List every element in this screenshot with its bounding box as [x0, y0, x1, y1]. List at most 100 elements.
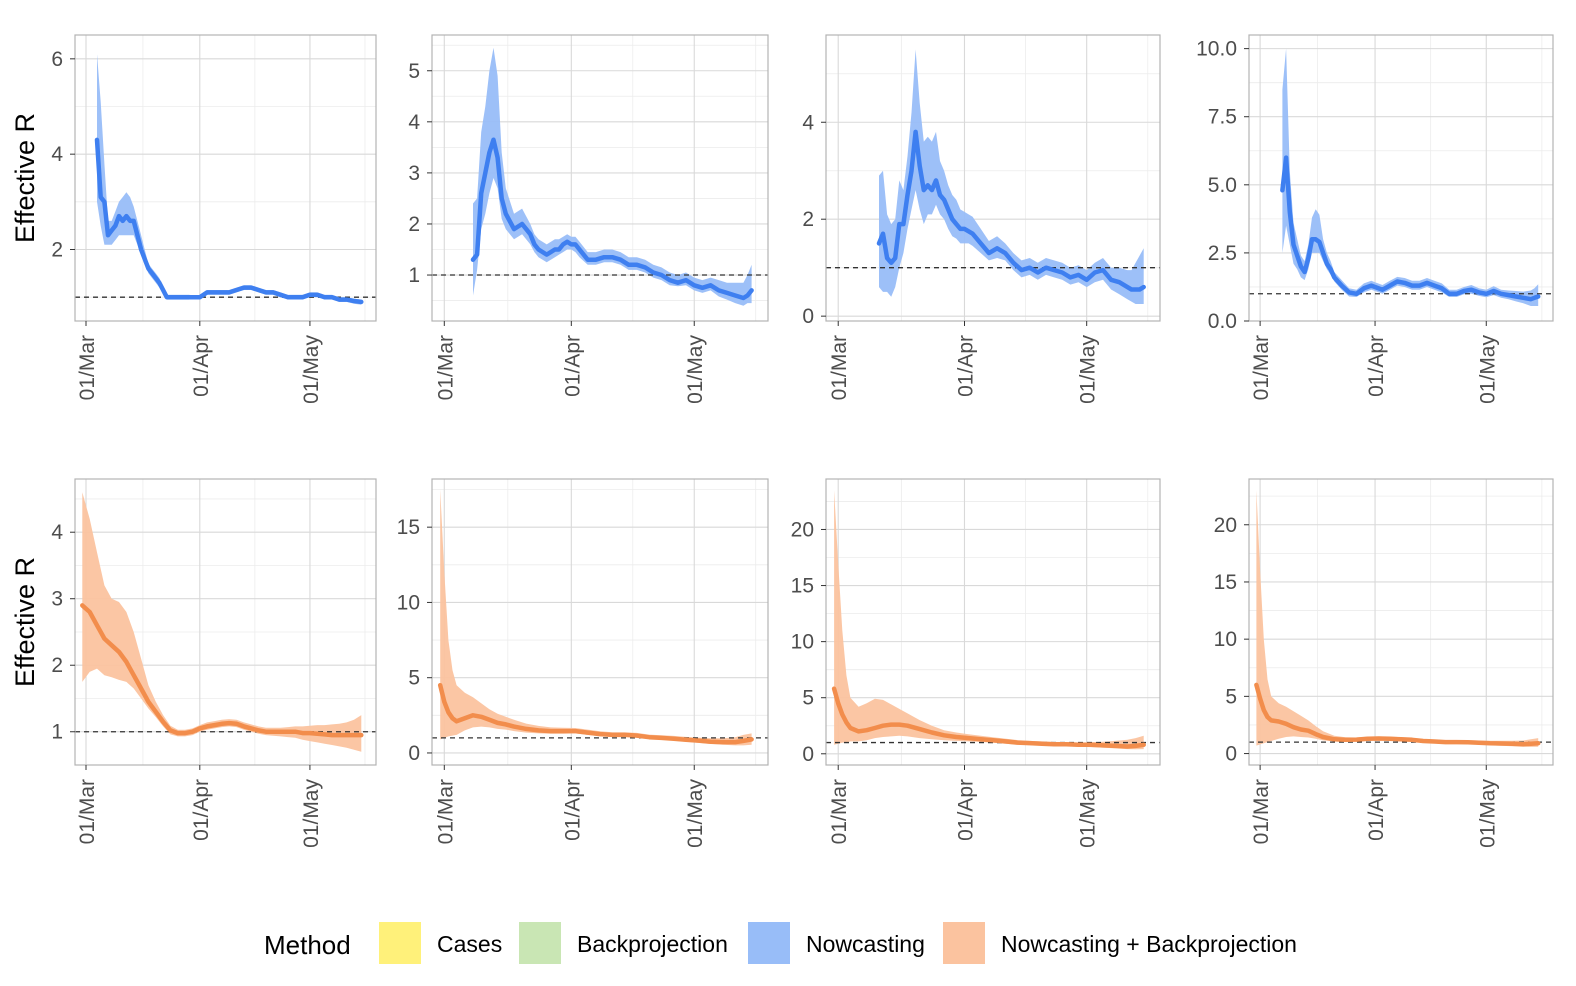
- y-tick-label: 0: [408, 742, 420, 765]
- panel-border: [1248, 34, 1554, 322]
- panel-bottom-1: 1 2 3 4 01/Mar 01/Apr 01/May Effective R: [10, 478, 377, 848]
- uncertainty-band: [473, 47, 752, 306]
- x-tick-label: 01/Apr: [190, 335, 213, 397]
- legend-title: Method: [264, 930, 351, 960]
- uncertainty-band: [879, 49, 1144, 304]
- x-tick-label: 01/Mar: [828, 779, 851, 844]
- y-tick-label: 10: [397, 591, 420, 614]
- legend-key-nowcasting: [748, 922, 790, 964]
- panel-border: [74, 34, 377, 322]
- panel-border: [431, 34, 769, 322]
- panel-border: [1248, 478, 1554, 766]
- y-tick-label: 2.5: [1208, 242, 1237, 265]
- y-tick-label: 0: [1225, 743, 1237, 766]
- panel-top-4: 0.0 2.5 5.0 7.5 10.0 01/Mar 01/Apr 01/May: [1196, 34, 1554, 404]
- y-tick-label: 2: [802, 208, 814, 231]
- x-tick-label: 01/Mar: [1250, 335, 1273, 400]
- y-tick-label: 2: [51, 654, 63, 677]
- y-tick-label: 1: [408, 264, 420, 287]
- panel-top-1: 2 4 6 01/Mar 01/Apr 01/May Effective R: [10, 34, 377, 404]
- panel-bottom-2: 0 5 10 15 01/Mar 01/Apr 01/May: [397, 478, 769, 848]
- y-tick-label: 3: [408, 162, 420, 185]
- legend-key-backprojection: [519, 922, 561, 964]
- panel-top-2: 1 2 3 4 5 01/Mar 01/Apr 01/May: [408, 34, 769, 404]
- y-tick-label: 0: [802, 743, 814, 766]
- estimate-line: [1280, 155, 1541, 302]
- y-tick-label: 7.5: [1208, 106, 1237, 129]
- x-tick-label: 01/Mar: [76, 335, 99, 400]
- estimate-line: [94, 137, 364, 305]
- y-tick-label: 5.0: [1208, 174, 1237, 197]
- x-tick-label: 01/Mar: [1250, 779, 1273, 844]
- y-axis-title: Effective R: [10, 113, 40, 243]
- x-tick-label: 01/May: [1077, 779, 1100, 848]
- y-tick-label: 10: [791, 631, 814, 654]
- y-tick-label: 15: [397, 516, 420, 539]
- legend-label: Backprojection: [577, 931, 728, 957]
- x-tick-label: 01/May: [1476, 335, 1499, 404]
- x-tick-label: 01/Mar: [828, 335, 851, 400]
- y-tick-label: 4: [51, 143, 63, 166]
- legend: Method Cases Backprojection Nowcasting Nowca…: [264, 922, 1297, 964]
- x-tick-label: 01/Mar: [434, 335, 457, 400]
- y-tick-label: 2: [51, 239, 63, 262]
- x-tick-label: 01/May: [684, 335, 707, 404]
- panel-bottom-3: 0 5 10 15 20 01/Mar 01/Apr 01/May: [791, 478, 1161, 848]
- panel-border: [431, 478, 769, 766]
- y-tick-label: 5: [408, 60, 420, 83]
- x-tick-label: 01/Mar: [434, 779, 457, 844]
- estimate-line: [1254, 682, 1541, 747]
- y-tick-label: 5: [1225, 685, 1237, 708]
- y-tick-label: 10.0: [1196, 38, 1237, 61]
- uncertainty-band: [440, 489, 752, 746]
- x-tick-label: 01/Apr: [1365, 779, 1388, 841]
- uncertainty-band: [834, 490, 1144, 750]
- y-tick-label: 15: [1214, 571, 1237, 594]
- uncertainty-band: [1256, 490, 1539, 747]
- legend-key-cases: [379, 922, 421, 964]
- x-tick-label: 01/May: [1077, 335, 1100, 404]
- y-tick-label: 0: [802, 305, 814, 328]
- x-tick-label: 01/May: [300, 779, 323, 848]
- legend-label: Nowcasting + Backprojection: [1001, 931, 1297, 957]
- estimate-line: [470, 137, 754, 301]
- estimate-line: [831, 686, 1146, 749]
- y-tick-label: 4: [408, 111, 420, 134]
- y-tick-label: 20: [791, 518, 814, 541]
- uncertainty-band: [82, 492, 362, 752]
- legend-key-nowcasting-backprojection: [943, 922, 985, 964]
- x-tick-label: 01/Apr: [190, 779, 213, 841]
- x-tick-label: 01/Mar: [76, 779, 99, 844]
- y-axis-title: Effective R: [10, 557, 40, 687]
- x-tick-label: 01/Apr: [561, 335, 584, 397]
- panel-border: [825, 34, 1161, 322]
- x-tick-label: 01/Apr: [561, 779, 584, 841]
- y-tick-label: 10: [1214, 628, 1237, 651]
- y-tick-label: 3: [51, 588, 63, 611]
- x-tick-label: 01/May: [300, 335, 323, 404]
- x-tick-label: 01/May: [1476, 779, 1499, 848]
- y-tick-label: 1: [51, 721, 63, 744]
- x-tick-label: 01/May: [684, 779, 707, 848]
- x-tick-label: 01/Apr: [955, 335, 978, 397]
- panel-border: [825, 478, 1161, 766]
- y-tick-label: 4: [802, 111, 814, 134]
- uncertainty-band: [97, 54, 362, 305]
- x-tick-label: 01/Apr: [1365, 335, 1388, 397]
- y-tick-label: 20: [1214, 514, 1237, 537]
- y-tick-label: 2: [408, 213, 420, 236]
- y-tick-label: 0.0: [1208, 310, 1237, 333]
- estimate-line: [437, 682, 754, 745]
- y-tick-label: 5: [802, 687, 814, 710]
- y-tick-label: 5: [408, 667, 420, 690]
- estimate-line: [80, 603, 364, 738]
- panel-top-3: 0 2 4 01/Mar 01/Apr 01/May: [802, 34, 1161, 404]
- panel-bottom-4: 0 5 10 15 20 01/Mar 01/Apr 01/May: [1214, 478, 1554, 848]
- legend-label: Nowcasting: [806, 931, 925, 957]
- y-tick-label: 4: [51, 521, 63, 544]
- y-tick-label: 15: [791, 575, 814, 598]
- uncertainty-band: [1282, 48, 1539, 306]
- x-tick-label: 01/Apr: [955, 779, 978, 841]
